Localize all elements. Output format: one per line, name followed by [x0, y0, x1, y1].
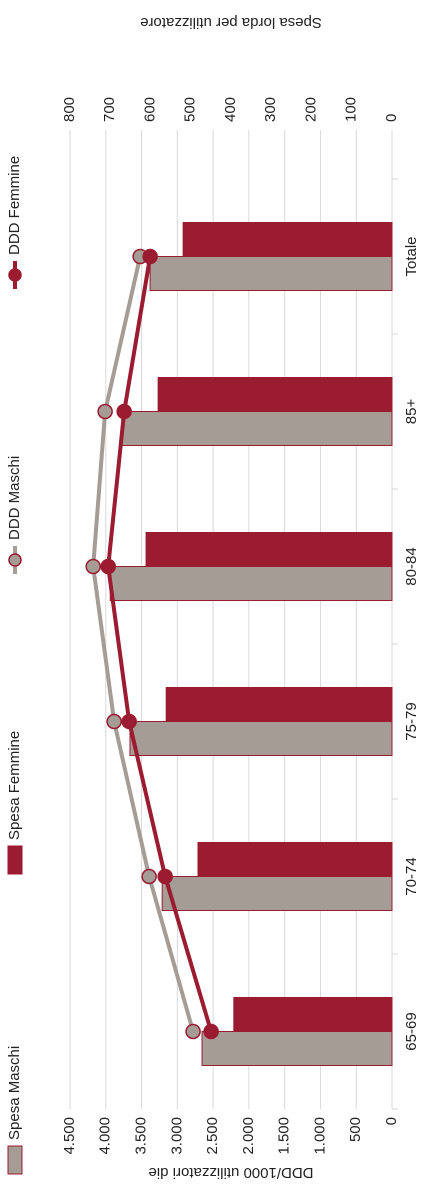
y2-tick-label: 0: [383, 114, 400, 122]
point: [203, 1023, 219, 1040]
rotated-chart: 0 500 1.000 1.500 2.000 2.500 3.000 3.500 4.000 4…: [6, 14, 420, 1181]
line: [106, 256, 214, 1033]
legend-marker: [8, 553, 22, 567]
x-tick-label: 85+: [403, 399, 420, 425]
point: [106, 713, 122, 730]
y-tick-label: 4.000: [97, 1117, 114, 1155]
y-tick-label: 3.000: [168, 1117, 185, 1155]
legend-label: Spesa Maschi: [6, 1046, 23, 1140]
y2-axis-title: Spesa lorda per utilizzatore: [140, 14, 322, 31]
x-tick-label: 80-84: [403, 547, 420, 585]
x-tick-label: Totale: [403, 236, 420, 276]
bar: [121, 411, 393, 446]
y2-tick-label: 200: [302, 97, 319, 122]
bar: [149, 256, 393, 291]
y2-tick-label: 600: [141, 97, 158, 122]
y2-tick-label: 100: [343, 97, 360, 122]
y-tick-label: 2.000: [240, 1117, 257, 1155]
x-tick-label: 70-74: [403, 857, 420, 895]
point: [185, 1023, 201, 1040]
legend-swatch: [7, 1145, 23, 1175]
legend-label: DDD Femmine: [6, 156, 23, 255]
bar: [145, 532, 393, 567]
point: [85, 558, 101, 575]
legend-label: Spesa Femmine: [6, 731, 23, 840]
point: [116, 403, 132, 420]
y-tick-label: 500: [347, 1117, 364, 1142]
y2-tick-label: 500: [182, 97, 199, 122]
bar: [201, 1031, 393, 1066]
bar: [165, 687, 393, 722]
y2-tick-label: 300: [262, 97, 279, 122]
legend-marker: [8, 268, 22, 282]
bar: [197, 842, 393, 877]
point: [100, 558, 116, 575]
y-tick-label: 3.500: [133, 1117, 150, 1155]
point: [97, 403, 113, 420]
bar: [233, 997, 393, 1032]
x-tick-label: 75-79: [403, 702, 420, 740]
legend-swatch: [7, 845, 23, 875]
point: [142, 248, 158, 265]
y-tick-label: 1.500: [276, 1117, 293, 1155]
bar: [182, 222, 393, 257]
y-tick-label: 0: [383, 1117, 400, 1125]
x-tick-label: 65-69: [403, 1012, 420, 1050]
y2-tick-label: 400: [222, 97, 239, 122]
legend-label: DDD Maschi: [6, 456, 23, 540]
bar: [157, 377, 393, 412]
y-tick-label: 1.000: [311, 1117, 328, 1155]
bar: [109, 566, 393, 601]
y2-tick-label: 700: [101, 97, 118, 122]
point: [141, 868, 157, 885]
point: [121, 713, 137, 730]
y-tick-label: 2.500: [204, 1117, 221, 1155]
bar: [161, 876, 393, 911]
y-tick-label: 4.500: [61, 1117, 78, 1155]
point: [157, 868, 173, 885]
y-axis-title: DDD/1000 utilizzatori die: [148, 1164, 313, 1181]
y2-tick-label: 800: [61, 97, 78, 122]
bar: [129, 721, 393, 756]
line: [91, 256, 195, 1033]
